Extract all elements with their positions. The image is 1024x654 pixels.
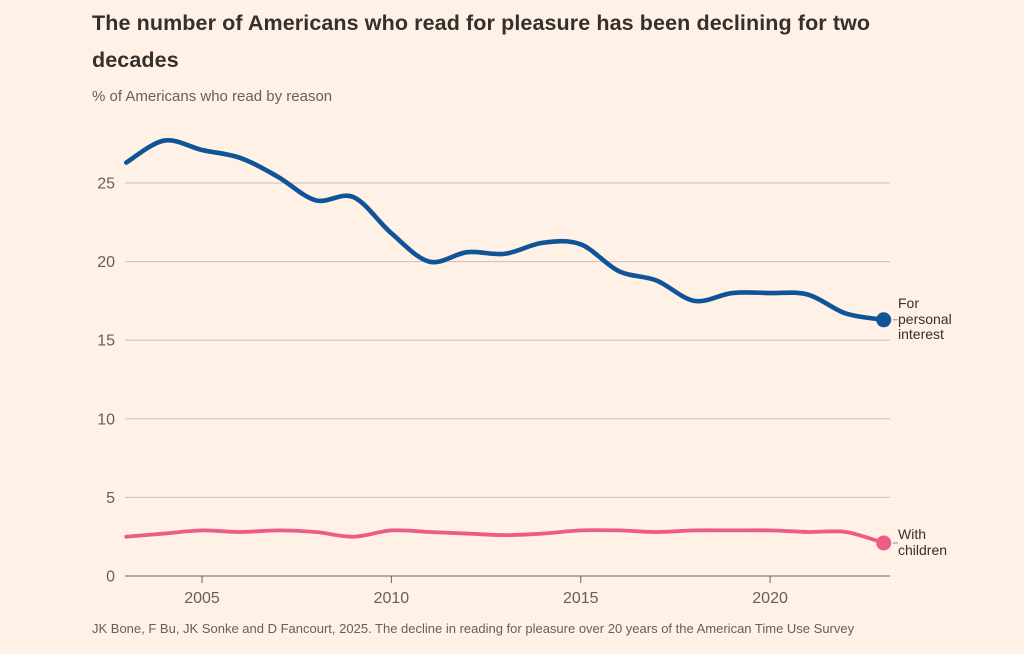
x-tick-label: 2020 [752, 590, 788, 607]
x-tick-label: 2005 [184, 590, 220, 607]
source-note: JK Bone, F Bu, JK Sonke and D Fancourt, … [92, 621, 855, 636]
series-line-1 [124, 528, 886, 545]
series-line-0 [124, 137, 886, 323]
y-tick-label: 5 [106, 490, 115, 507]
x-tick-label: 2015 [563, 590, 599, 607]
y-tick-label: 0 [106, 569, 115, 586]
series-end-dot-1 [876, 535, 892, 551]
page-title: The number of Americans who read for ple… [92, 11, 871, 72]
series-end-dot-0 [876, 312, 892, 328]
series-label-with-children: With children [898, 526, 948, 558]
x-tick-label: 2010 [374, 590, 410, 607]
series-label-personal-interest: For personal interest [898, 295, 952, 343]
y-tick-label: 10 [97, 411, 115, 428]
y-tick-label: 25 [97, 176, 115, 193]
y-tick-label: 15 [97, 333, 115, 350]
chart-subtitle: % of Americans who read by reason [92, 88, 333, 105]
y-tick-label: 20 [97, 254, 115, 271]
